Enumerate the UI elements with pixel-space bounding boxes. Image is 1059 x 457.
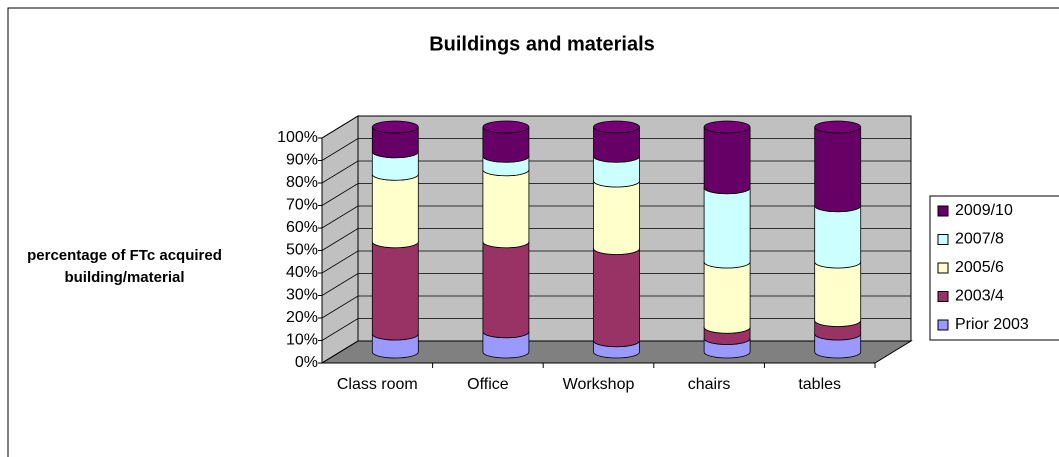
bar-segment — [703, 120, 751, 195]
grid-line — [321, 115, 911, 139]
x-tick-label: chairs — [687, 376, 731, 393]
y-tick-label: 70% — [286, 197, 318, 214]
bar-segment — [482, 120, 530, 163]
chart-title: Buildings and materials — [429, 33, 655, 55]
segment-body — [371, 126, 419, 159]
y-axis-title: percentage of FTc acquired building/mate… — [27, 247, 222, 286]
legend-label: Prior 2003 — [955, 316, 1029, 333]
segment-body — [371, 241, 419, 341]
segment-body — [482, 169, 530, 249]
segment-body — [482, 241, 530, 339]
bar-segment — [482, 163, 530, 249]
bar-segment — [371, 235, 419, 341]
bar-segment — [814, 120, 862, 213]
legend-swatch — [937, 234, 949, 245]
bar-segment — [371, 120, 419, 159]
segment-body — [371, 173, 419, 249]
legend-label: 2003/4 — [955, 288, 1004, 305]
legend-swatch — [937, 291, 949, 302]
segment-body — [593, 248, 640, 348]
segment-body — [593, 180, 640, 255]
y-tick-label: 10% — [286, 332, 318, 349]
segment-body — [703, 187, 751, 269]
bar-segment — [482, 235, 530, 339]
y-tick-label: 90% — [286, 152, 318, 169]
x-tick-label: tables — [798, 376, 842, 393]
y-tick-label: 30% — [286, 287, 318, 304]
x-tick-label: Workshop — [562, 376, 635, 393]
segment-body — [814, 205, 862, 269]
legend-label: 2009/10 — [955, 202, 1013, 219]
y-tick-label: 60% — [286, 219, 318, 236]
segment-body — [814, 261, 862, 327]
segment-top — [482, 120, 530, 134]
y-tick-label: 50% — [286, 242, 318, 259]
y-tick-label: 40% — [286, 264, 318, 281]
segment-top — [703, 120, 751, 134]
y-tick-label: 80% — [286, 174, 318, 191]
segment-top — [371, 120, 419, 134]
y-tick-label: 0% — [295, 354, 318, 371]
segment-body — [482, 331, 530, 359]
segment-body — [371, 151, 419, 181]
bar-segment — [593, 242, 640, 348]
segment-body — [703, 261, 751, 334]
segment-body — [814, 333, 862, 359]
legend-swatch — [937, 262, 949, 274]
legend-label: 2005/6 — [955, 259, 1004, 276]
segment-body — [371, 333, 419, 359]
legend-swatch — [937, 205, 949, 217]
segment-body — [703, 126, 751, 195]
legend — [929, 195, 1059, 341]
segment-body — [814, 126, 862, 213]
y-tick-label: 100% — [277, 129, 318, 146]
bar-segment — [703, 181, 751, 269]
x-tick-label: Office — [467, 376, 509, 393]
legend-swatch — [937, 319, 949, 331]
segment-body — [482, 126, 530, 163]
segment-body — [593, 155, 640, 188]
segment-body — [593, 126, 640, 163]
segment-top — [593, 120, 640, 134]
x-tick-label: Class room — [336, 376, 418, 393]
bar-segment — [593, 120, 640, 163]
y-tick-label: 20% — [286, 309, 318, 326]
segment-top — [814, 120, 862, 134]
legend-label: 2007/8 — [955, 231, 1004, 248]
